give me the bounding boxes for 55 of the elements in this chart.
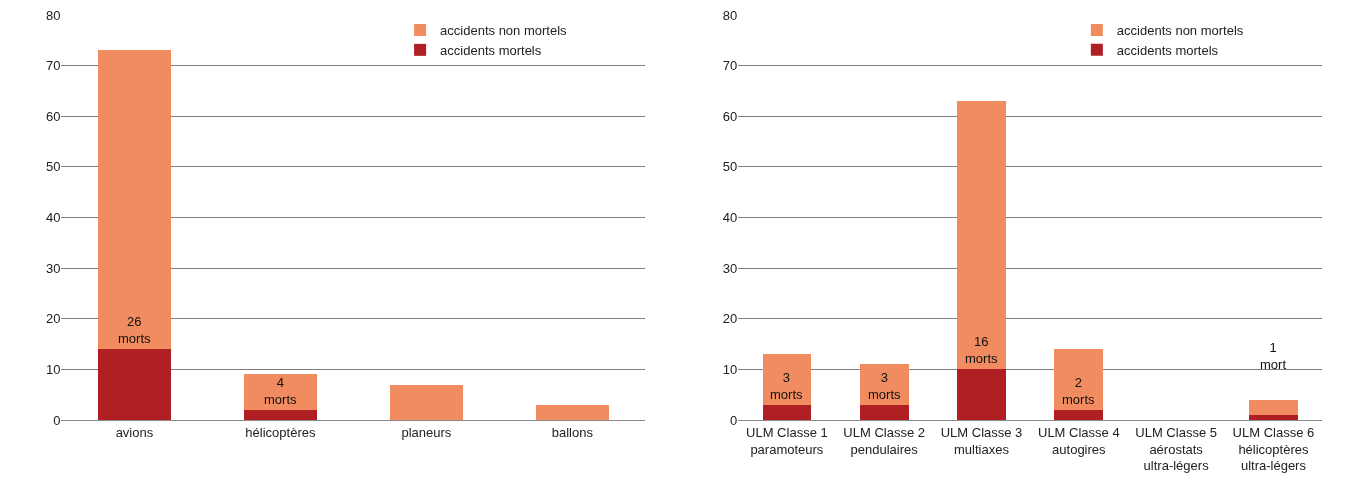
y-tick-label: 60 [45, 108, 61, 124]
annotation: 3 morts [868, 370, 901, 402]
y-tick-label: 10 [45, 361, 61, 377]
x-tick-label: ULM Classe 1 paramoteurs [746, 424, 828, 457]
y-tick-label: 20 [45, 311, 61, 327]
y-tick-label: 30 [722, 260, 738, 276]
y-tick-label: 50 [45, 159, 61, 175]
y-tick-label: 70 [45, 58, 61, 74]
annotation: 16 morts [965, 334, 998, 366]
bar [859, 404, 909, 420]
bar [1249, 399, 1298, 415]
x-tick-label: hélicoptères [245, 424, 316, 440]
bar [97, 349, 171, 420]
annotation: 4 morts [264, 375, 297, 407]
bar [243, 409, 317, 420]
annotation: 26 morts [118, 314, 151, 346]
x-tick-label: ULM Classe 3 multiaxes [940, 424, 1023, 457]
x-tick-label: planeurs [401, 424, 452, 440]
x-tick-label: avions [115, 424, 154, 440]
annotation: 2 morts [1062, 375, 1095, 407]
bar [762, 404, 812, 420]
legend-label: accidents non mortels [1116, 23, 1244, 39]
bar [389, 384, 463, 420]
legend-label: accidents non mortels [440, 23, 568, 39]
bar [957, 369, 1006, 420]
bar [1054, 349, 1104, 410]
x-tick-label: ULM Classe 5 aérostats ultra-légers [1135, 424, 1217, 474]
y-tick-label: 0 [53, 412, 61, 428]
y-tick-label: 40 [45, 210, 61, 226]
x-tick-label: ULM Classe 6 hélicoptères ultra-légers [1232, 424, 1315, 474]
bar [957, 101, 1006, 370]
x-tick-label: ballons [551, 424, 594, 440]
annotation: 1 mort [1260, 340, 1287, 372]
legend-label: accidents mortels [440, 42, 542, 58]
y-tick-label: 0 [729, 412, 738, 428]
y-tick-label: 20 [722, 311, 738, 327]
bar [535, 404, 609, 420]
bar [97, 50, 171, 350]
x-tick-label: ULM Classe 4 autogires [1037, 424, 1120, 457]
bar [1054, 409, 1104, 420]
annotation: 3 morts [770, 370, 803, 402]
y-tick-label: 80 [722, 7, 738, 23]
y-tick-label: 80 [45, 7, 61, 23]
x-tick-label: ULM Classe 2 pendulaires [843, 424, 926, 457]
bar [859, 364, 909, 405]
y-tick-label: 30 [45, 260, 61, 276]
bar [762, 354, 812, 405]
y-tick-label: 10 [722, 361, 738, 377]
y-tick-label: 40 [722, 210, 738, 226]
y-tick-label: 70 [722, 58, 738, 74]
bar [243, 374, 317, 410]
bar [1249, 414, 1298, 420]
y-tick-label: 60 [722, 108, 738, 124]
y-tick-label: 50 [722, 159, 738, 175]
legend-label: accidents mortels [1116, 42, 1219, 58]
